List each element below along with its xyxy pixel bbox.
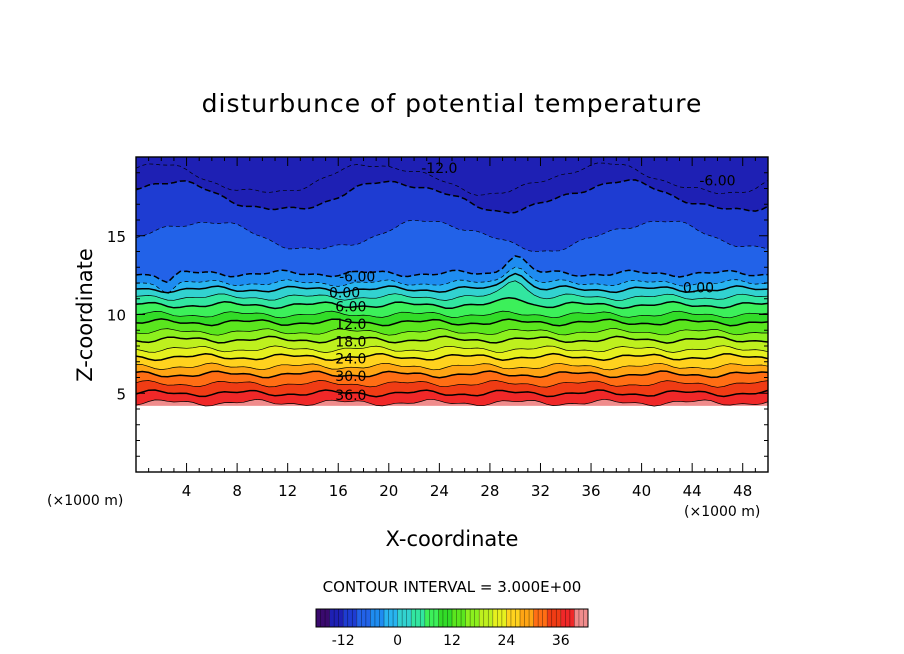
contour-line--3 bbox=[136, 266, 768, 295]
contour-label: 0.00 bbox=[329, 285, 360, 301]
colorbar-segment bbox=[343, 609, 357, 627]
colorbar-segment bbox=[492, 609, 507, 627]
colorbar bbox=[315, 608, 589, 628]
x-tick-label: 16 bbox=[329, 482, 348, 500]
colorbar-segment bbox=[574, 609, 588, 627]
contour-line-9 bbox=[136, 310, 768, 319]
x-tick-label: 12 bbox=[278, 482, 297, 500]
y-tick-label: 15 bbox=[107, 228, 126, 246]
colorbar-tick-label: 36 bbox=[552, 633, 570, 649]
x-axis-label: X-coordinate bbox=[386, 527, 519, 551]
contour-interval-text: CONTOUR INTERVAL = 3.000E+00 bbox=[323, 578, 582, 596]
colorbar-segment bbox=[547, 609, 561, 627]
colorbar-segment bbox=[424, 609, 439, 627]
colorbar-segment bbox=[452, 609, 466, 627]
colorbar-segment bbox=[506, 609, 520, 627]
contour-line--6 bbox=[136, 255, 768, 284]
colorbar-frame bbox=[315, 608, 589, 628]
contour-line-12 bbox=[136, 318, 768, 327]
x-tick-label: 8 bbox=[232, 482, 242, 500]
colorbar-segment bbox=[438, 609, 452, 627]
colorbar-segment bbox=[316, 609, 330, 627]
contour-label: 18.0 bbox=[335, 334, 366, 350]
colorbar-segment bbox=[397, 609, 412, 627]
x-tick-label: 44 bbox=[683, 482, 702, 500]
colorbar-segment bbox=[411, 609, 425, 627]
x-tick-label: 4 bbox=[182, 482, 192, 500]
contour-label: 6.00 bbox=[335, 300, 366, 316]
contour-label: -12.0 bbox=[421, 161, 457, 177]
x-axis: 4 8 12 16 20 24 28 32 36 40 44 48 bbox=[148, 157, 756, 500]
contour-line-27 bbox=[136, 362, 768, 371]
colorbar-segment bbox=[329, 609, 344, 627]
contour-line-15 bbox=[136, 328, 768, 336]
contour-label: 24.0 bbox=[335, 352, 366, 368]
contour-line-30 bbox=[136, 370, 768, 379]
contour-fill-layer bbox=[136, 157, 768, 472]
x-tick-label: 28 bbox=[480, 482, 499, 500]
contour-line-18 bbox=[136, 335, 768, 344]
colorbar-ticks: -12 0 12 24 36 bbox=[332, 633, 570, 649]
contour-label-layer: -12.0-6.00-6.000.00 0.006.0012.018.024.03… bbox=[329, 161, 736, 404]
colorbar-segment bbox=[384, 609, 398, 627]
colorbar-tick-label: 12 bbox=[443, 633, 461, 649]
colorbar-segment bbox=[479, 609, 493, 627]
y-axis-label: Z-coordinate bbox=[73, 248, 97, 382]
chart-title: disturbunce of potential temperature bbox=[202, 89, 703, 118]
x-tick-label: 36 bbox=[581, 482, 600, 500]
contour-label: 36.0 bbox=[335, 388, 366, 404]
contour-label: -6.00 bbox=[699, 174, 735, 190]
contour-label: 0.00 bbox=[683, 281, 714, 297]
x-unit-right: (×1000 m) bbox=[684, 504, 760, 520]
no-data-region bbox=[136, 405, 768, 472]
colorbar-segment bbox=[356, 609, 371, 627]
contour-line-0 bbox=[136, 272, 768, 294]
colorbar-segment bbox=[370, 609, 384, 627]
contour-line--15 bbox=[136, 162, 768, 196]
contour-line-39 bbox=[136, 398, 768, 407]
contour-line-36 bbox=[136, 389, 768, 398]
y-tick-label: 5 bbox=[116, 385, 126, 403]
contour-label: -6.00 bbox=[339, 270, 375, 286]
x-tick-label: 20 bbox=[379, 482, 398, 500]
x-unit-left: (×1000 m) bbox=[47, 493, 123, 509]
contour-line--9 bbox=[136, 219, 768, 252]
colorbar-segment bbox=[560, 609, 575, 627]
x-tick-label: 40 bbox=[632, 482, 651, 500]
colorbar-tick-label: 0 bbox=[393, 633, 402, 649]
contour-label: 12.0 bbox=[335, 317, 366, 333]
contour-label: 30.0 bbox=[335, 369, 366, 385]
contour-line-21 bbox=[136, 345, 768, 353]
colorbar-tick-label: -12 bbox=[332, 633, 355, 649]
contour-line-layer bbox=[136, 162, 768, 407]
x-tick-label: 48 bbox=[733, 482, 752, 500]
y-tick-label: 10 bbox=[107, 307, 126, 325]
colorbar-segment bbox=[520, 609, 534, 627]
contour-line-6 bbox=[136, 296, 768, 310]
contour-line-24 bbox=[136, 352, 768, 362]
colorbar-segment bbox=[533, 609, 548, 627]
contour-line-33 bbox=[136, 380, 768, 388]
contour-line-3 bbox=[136, 280, 768, 301]
x-tick-label: 32 bbox=[531, 482, 550, 500]
colorbar-tick-label: 24 bbox=[497, 633, 515, 649]
y-axis: 5 10 15 bbox=[107, 172, 768, 457]
x-tick-label: 24 bbox=[430, 482, 449, 500]
contour-line--12 bbox=[136, 179, 768, 214]
colorbar-segment bbox=[465, 609, 480, 627]
